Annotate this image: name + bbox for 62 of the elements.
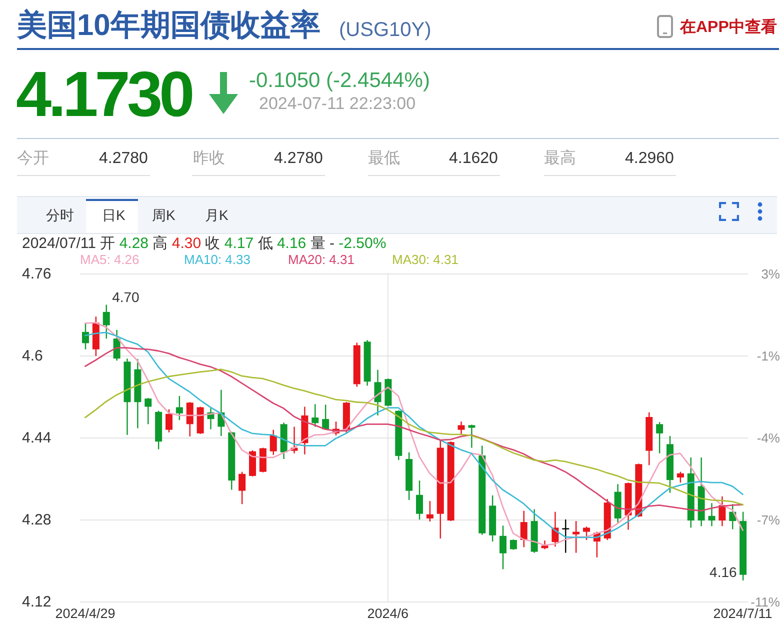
text: MA10: 4.33 — [184, 252, 252, 267]
x-tick-label: 2024/4/29 — [55, 606, 116, 621]
candlestick — [144, 397, 152, 425]
text: 4.1730 — [16, 58, 192, 130]
text: 4.2780 — [274, 150, 323, 167]
text: MA30: 4.31 — [392, 252, 460, 267]
candlestick — [102, 304, 110, 340]
candlestick — [676, 471, 684, 484]
annotation: 4.16 — [710, 564, 737, 580]
text: 最高 — [544, 150, 576, 167]
text: 在APP中查看 — [680, 18, 777, 36]
text: 4.2960 — [625, 150, 674, 167]
candlestick — [416, 480, 423, 520]
text: 2024-07-11 22:23:00 — [259, 94, 416, 113]
candlestick — [82, 322, 89, 350]
candlestick — [458, 421, 465, 436]
y-tick-label: 4.44 — [22, 430, 52, 446]
chart-title: 美国10年期国债收益率 — [17, 9, 320, 42]
candlestick — [562, 518, 570, 554]
text: MA5: 4.26 — [80, 252, 140, 267]
text: 最低 — [368, 150, 400, 167]
text: -0.1050 (-2.4544%) — [249, 68, 430, 92]
candlestick — [259, 447, 266, 473]
candlestick — [176, 395, 183, 421]
candlestick — [708, 502, 716, 527]
candlestick — [270, 429, 277, 456]
y2-tick-label: -7% — [756, 512, 780, 528]
candlestick — [572, 520, 580, 554]
text: 分时 — [46, 207, 74, 223]
text: 昨收 — [193, 150, 225, 167]
y-tick-label: 4.76 — [22, 266, 52, 282]
candlestick — [426, 500, 434, 522]
text: 日K — [102, 207, 126, 223]
candlestick — [186, 402, 194, 438]
text: 今开 — [17, 150, 49, 167]
candlestick — [656, 422, 664, 454]
x-tick-label: 2024/6 — [367, 606, 409, 621]
candlestick — [583, 526, 590, 541]
candlestick — [468, 424, 476, 448]
candlestick — [238, 471, 246, 505]
y2-tick-label: -4% — [756, 430, 780, 446]
candlestick — [520, 510, 528, 548]
y2-tick-label: -1% — [756, 348, 780, 364]
line-series — [84, 368, 744, 506]
y-tick-label: 4.28 — [22, 512, 52, 528]
candlestick — [322, 404, 330, 430]
y2-tick-label: 3% — [761, 266, 780, 282]
annotation: 4.70 — [112, 288, 140, 305]
candlestick — [166, 408, 172, 433]
y-tick-label: 4.6 — [22, 348, 43, 364]
candlestick — [510, 538, 517, 550]
text: 4.2780 — [99, 150, 148, 167]
text: 4.1620 — [449, 150, 498, 167]
candlestick — [500, 525, 506, 570]
text: MA20: 4.31 — [288, 252, 356, 267]
text: 月K — [205, 207, 228, 223]
candlestick — [312, 404, 319, 428]
text: 2024/07/11 开 4.28 高 4.30 收 4.17 低 4.16 量 - -2.50% — [22, 235, 386, 252]
y-tick-label: 4.12 — [22, 594, 52, 610]
text: 周K — [152, 207, 176, 223]
candlestick — [374, 369, 382, 416]
chart-subtitle: (USG10Y) — [339, 19, 432, 41]
